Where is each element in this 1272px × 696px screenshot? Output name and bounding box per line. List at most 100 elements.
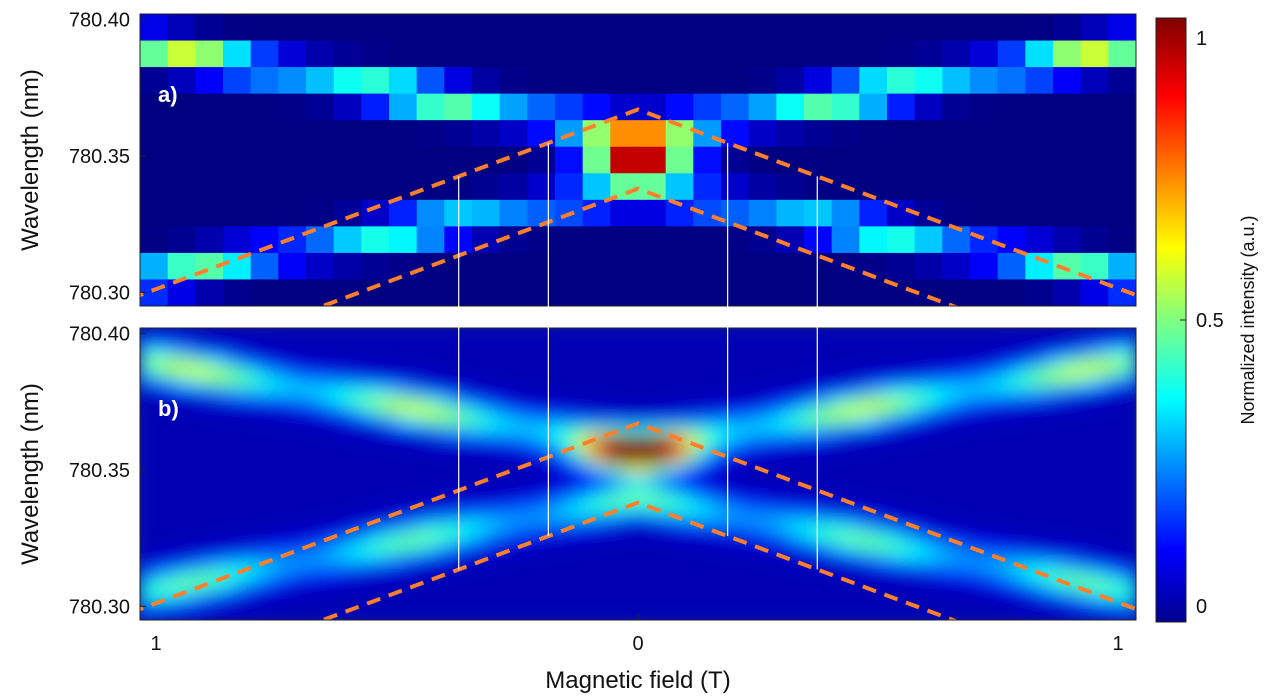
heatmap-cell <box>320 610 333 620</box>
heatmap-cell <box>260 571 273 582</box>
heatmap-cell <box>884 396 897 407</box>
heatmap-cell <box>176 328 189 339</box>
heatmap-cell <box>582 173 611 201</box>
heatmap-cell <box>344 483 357 495</box>
heatmap-cell <box>188 600 201 612</box>
heatmap-cell <box>704 444 717 456</box>
heatmap-cell <box>164 435 177 446</box>
heatmap-cell <box>164 483 177 495</box>
heatmap-cell <box>824 435 837 446</box>
heatmap-cell <box>356 600 369 612</box>
heatmap-cell <box>248 532 261 543</box>
heatmap-cell <box>704 551 717 563</box>
heatmap-cell <box>944 542 957 553</box>
heatmap-cell <box>1016 454 1029 466</box>
heatmap-cell <box>968 444 981 456</box>
heatmap-cell <box>776 120 805 148</box>
heatmap-cell <box>860 328 873 339</box>
heatmap-cell <box>752 444 765 456</box>
heatmap-cell <box>164 328 177 339</box>
heatmap-cell <box>140 67 169 95</box>
heatmap-cell <box>908 425 921 436</box>
heatmap-cell <box>320 347 333 358</box>
heatmap-cell <box>920 542 933 553</box>
heatmap-cell <box>740 415 753 427</box>
heatmap-cell <box>416 590 429 602</box>
heatmap-cell <box>306 120 335 148</box>
heatmap-cell <box>716 512 729 524</box>
heatmap-cell <box>740 571 753 582</box>
heatmap-cell <box>956 405 969 417</box>
heatmap-cell <box>968 464 981 475</box>
heatmap-cell <box>164 551 177 563</box>
heatmap-cell <box>236 571 249 582</box>
heatmap-cell <box>320 337 333 349</box>
heatmap-cell <box>788 425 801 436</box>
heatmap-cell <box>306 40 335 68</box>
heatmap-cell <box>296 454 309 466</box>
heatmap-cell <box>380 483 393 495</box>
heatmap-cell <box>1124 425 1136 436</box>
heatmap-cell <box>416 532 429 543</box>
heatmap-cell <box>584 328 597 339</box>
heatmap-cell <box>1112 328 1125 339</box>
heatmap-cell <box>1124 581 1136 592</box>
heatmap-cell <box>859 93 888 121</box>
heatmap-cell <box>548 532 561 543</box>
heatmap-cell <box>1052 415 1065 427</box>
heatmap-cell <box>284 357 297 368</box>
heatmap-cell <box>812 357 825 368</box>
heatmap-cell <box>212 328 225 339</box>
heatmap-cell <box>1076 551 1089 563</box>
heatmap-cell <box>920 512 933 524</box>
heatmap-cell <box>764 551 777 563</box>
heatmap-cell <box>716 532 729 543</box>
heatmap-cell <box>512 415 525 427</box>
heatmap-cell <box>584 425 597 436</box>
panel-a-frame <box>139 13 1137 307</box>
heatmap-cell <box>1028 347 1041 358</box>
heatmap-cell <box>572 522 585 534</box>
heatmap-cell <box>200 405 213 417</box>
heatmap-cell <box>1052 561 1065 573</box>
heatmap-cell <box>224 600 237 612</box>
heatmap-cell <box>1064 357 1077 368</box>
heatmap-cell <box>389 93 418 121</box>
heatmap-cell <box>859 199 888 227</box>
heatmap-cell <box>416 328 429 339</box>
heatmap-cell <box>368 396 381 407</box>
heatmap-cell <box>555 252 584 281</box>
heatmap-cell <box>644 551 657 563</box>
heatmap-cell <box>620 454 633 466</box>
heatmap-cell <box>776 590 789 602</box>
heatmap-cell <box>488 542 501 553</box>
heatmap-cell <box>608 464 621 475</box>
heatmap-cell <box>632 542 645 553</box>
heatmap-cell <box>440 415 453 427</box>
heatmap-cell <box>212 503 225 514</box>
heatmap-cell <box>320 551 333 563</box>
heatmap-cell <box>764 493 777 504</box>
heatmap-cell <box>476 590 489 602</box>
heatmap-cell <box>308 610 321 620</box>
heatmap-cell <box>248 435 261 446</box>
heatmap-cell <box>956 561 969 573</box>
heatmap-cell <box>236 503 249 514</box>
heatmap-cell <box>968 347 981 358</box>
heatmap-cell <box>812 376 825 388</box>
heatmap-cell <box>788 376 801 388</box>
heatmap-cell <box>224 454 237 466</box>
heatmap-cell <box>872 396 885 407</box>
heatmap-cell <box>1064 415 1077 427</box>
heatmap-cell <box>1076 328 1089 339</box>
heatmap-cell <box>140 425 153 436</box>
heatmap-cell <box>620 435 633 446</box>
heatmap-cell <box>668 464 681 475</box>
heatmap-cell <box>488 590 501 602</box>
heatmap-cell <box>980 610 993 620</box>
heatmap-cell <box>404 386 417 397</box>
heatmap-cell <box>884 464 897 475</box>
heatmap-cell <box>1064 512 1077 524</box>
heatmap-cell <box>584 571 597 582</box>
heatmap-cell <box>296 386 309 397</box>
